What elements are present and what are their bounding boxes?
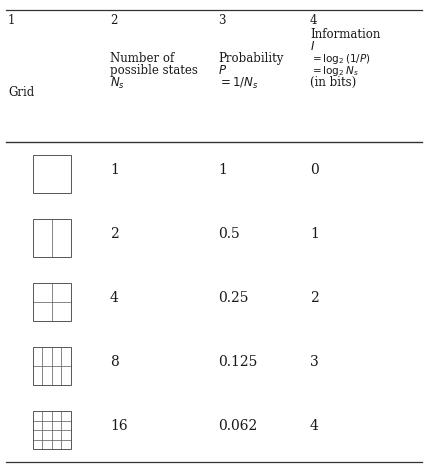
Text: 1: 1 xyxy=(110,163,119,177)
Text: (in bits): (in bits) xyxy=(310,76,356,89)
Text: 1: 1 xyxy=(8,14,15,27)
Bar xyxy=(33,347,71,385)
Bar xyxy=(33,155,71,193)
Text: 0.125: 0.125 xyxy=(218,355,257,369)
Text: 1: 1 xyxy=(218,163,227,177)
Text: Probability: Probability xyxy=(218,52,283,65)
Text: 8: 8 xyxy=(110,355,119,369)
Text: 2: 2 xyxy=(310,291,319,305)
Text: 4: 4 xyxy=(310,419,319,433)
Text: $= \log_2(1/P)$: $= \log_2(1/P)$ xyxy=(310,52,371,66)
Text: 3: 3 xyxy=(218,14,226,27)
Text: $I$: $I$ xyxy=(310,40,315,53)
Text: 3: 3 xyxy=(310,355,319,369)
Bar xyxy=(33,219,71,257)
Text: 0.5: 0.5 xyxy=(218,227,240,241)
Text: 0: 0 xyxy=(310,163,319,177)
Text: 4: 4 xyxy=(310,14,318,27)
Text: 16: 16 xyxy=(110,419,128,433)
Text: $=1/N_s$: $=1/N_s$ xyxy=(218,76,259,91)
Text: Number of: Number of xyxy=(110,52,174,65)
Text: $= \log_2 N_s$: $= \log_2 N_s$ xyxy=(310,64,359,78)
Text: 0.25: 0.25 xyxy=(218,291,249,305)
Bar xyxy=(33,283,71,321)
Bar xyxy=(33,411,71,449)
Text: 2: 2 xyxy=(110,14,117,27)
Text: 0.062: 0.062 xyxy=(218,419,257,433)
Text: Grid: Grid xyxy=(8,86,34,99)
Text: 2: 2 xyxy=(110,227,119,241)
Text: $P$: $P$ xyxy=(218,64,227,77)
Text: possible states: possible states xyxy=(110,64,198,77)
Text: 1: 1 xyxy=(310,227,319,241)
Text: $N_s$: $N_s$ xyxy=(110,76,125,91)
Text: Information: Information xyxy=(310,28,380,41)
Text: 4: 4 xyxy=(110,291,119,305)
